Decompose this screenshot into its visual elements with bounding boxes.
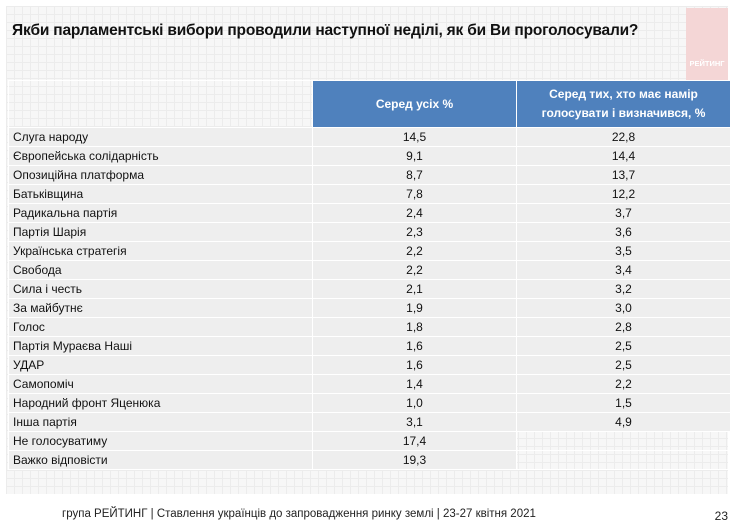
table-row: Важко відповісти 19,3 [8,450,731,470]
table-row: Не голосуватиму 17,4 [8,431,731,451]
value-all: 1,4 [312,374,517,394]
value-decided: 14,4 [516,146,731,166]
value-all: 2,2 [312,260,517,280]
table-row: Голос 1,8 2,8 [8,317,731,337]
table-row: Народний фронт Яценюка 1,0 1,5 [8,393,731,413]
value-decided: 2,8 [516,317,731,337]
value-all: 2,1 [312,279,517,299]
value-decided: 3,7 [516,203,731,223]
value-all: 3,1 [312,412,517,432]
table-row: Партія Мураєва Наші 1,6 2,5 [8,336,731,356]
value-decided: 1,5 [516,393,731,413]
table-header: Серед усіх % Серед тих, хто має намір го… [8,80,731,128]
header-all: Серед усіх % [312,80,517,128]
value-decided: 4,9 [516,412,731,432]
value-decided: 13,7 [516,165,731,185]
value-all: 14,5 [312,127,517,147]
party-name: Сила і честь [8,279,313,299]
value-all: 1,6 [312,336,517,356]
value-decided: 12,2 [516,184,731,204]
slide-title: Якби парламентські вибори проводили наст… [12,22,639,39]
party-name: Інша партія [8,412,313,432]
table-row: Інша партія 3,1 4,9 [8,412,731,432]
value-all: 1,9 [312,298,517,318]
value-decided: 2,5 [516,355,731,375]
party-name: Європейська солідарність [8,146,313,166]
party-name: УДАР [8,355,313,375]
party-name: За майбутнє [8,298,313,318]
table-row: Радикальна партія 2,4 3,7 [8,203,731,223]
value-all: 7,8 [312,184,517,204]
party-name: Партія Мураєва Наші [8,336,313,356]
party-name: Важко відповісти [8,450,313,470]
value-all: 8,7 [312,165,517,185]
table-row: Слуга народу 14,5 22,8 [8,127,731,147]
value-all: 2,2 [312,241,517,261]
table-row: Свобода 2,2 3,4 [8,260,731,280]
party-name: Партія Шарія [8,222,313,242]
rating-logo: РЕЙТИНГ [686,8,728,82]
table-row: Сила і честь 2,1 3,2 [8,279,731,299]
party-name: Не голосуватиму [8,431,313,451]
table-row: Українська стратегія 2,2 3,5 [8,241,731,261]
value-all: 19,3 [312,450,517,470]
value-decided-empty [516,431,731,451]
value-all: 1,6 [312,355,517,375]
value-decided-empty [516,450,731,470]
table-row: Самопоміч 1,4 2,2 [8,374,731,394]
party-name: Народний фронт Яценюка [8,393,313,413]
party-name: Свобода [8,260,313,280]
table-row: Партія Шарія 2,3 3,6 [8,222,731,242]
party-name: Батьківщина [8,184,313,204]
value-decided: 3,6 [516,222,731,242]
header-decided: Серед тих, хто має намір голосувати і ви… [516,80,731,128]
value-all: 17,4 [312,431,517,451]
value-all: 9,1 [312,146,517,166]
table-row: За майбутнє 1,9 3,0 [8,298,731,318]
party-name: Голос [8,317,313,337]
value-decided: 2,5 [516,336,731,356]
table-row: Опозиційна платформа 8,7 13,7 [8,165,731,185]
value-decided: 2,2 [516,374,731,394]
value-all: 1,0 [312,393,517,413]
value-all: 2,3 [312,222,517,242]
party-name: Самопоміч [8,374,313,394]
footer-text: група РЕЙТИНГ | Ставлення українців до з… [62,508,536,520]
header-empty [8,80,313,128]
page-number: 23 [714,509,728,523]
party-name: Радикальна партія [8,203,313,223]
value-decided: 3,5 [516,241,731,261]
value-all: 2,4 [312,203,517,223]
results-table: Серед усіх % Серед тих, хто має намір го… [8,80,731,470]
value-decided: 3,2 [516,279,731,299]
party-name: Опозиційна платформа [8,165,313,185]
table-row: Батьківщина 7,8 12,2 [8,184,731,204]
logo-text: РЕЙТИНГ [689,59,725,68]
party-name: Українська стратегія [8,241,313,261]
value-decided: 3,0 [516,298,731,318]
value-all: 1,8 [312,317,517,337]
value-decided: 22,8 [516,127,731,147]
value-decided: 3,4 [516,260,731,280]
party-name: Слуга народу [8,127,313,147]
table-row: УДАР 1,6 2,5 [8,355,731,375]
table-row: Європейська солідарність 9,1 14,4 [8,146,731,166]
